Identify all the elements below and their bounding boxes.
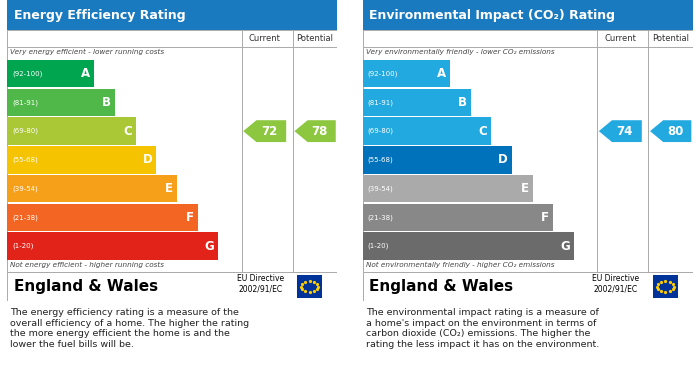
- Text: England & Wales: England & Wales: [13, 279, 158, 294]
- Text: EU Directive
2002/91/EC: EU Directive 2002/91/EC: [592, 274, 639, 294]
- Text: (39-54): (39-54): [368, 185, 393, 192]
- Text: Potential: Potential: [297, 34, 334, 43]
- Text: (92-100): (92-100): [368, 70, 398, 77]
- Text: Very environmentally friendly - lower CO₂ emissions: Very environmentally friendly - lower CO…: [366, 49, 554, 55]
- Bar: [7, 0, 337, 30]
- Text: E: E: [521, 182, 528, 195]
- Text: (81-91): (81-91): [368, 99, 393, 106]
- Bar: [7, 89, 115, 116]
- Bar: [7, 204, 197, 231]
- Bar: [298, 275, 322, 298]
- Text: (92-100): (92-100): [12, 70, 42, 77]
- Polygon shape: [650, 120, 692, 142]
- Bar: [7, 117, 136, 145]
- Bar: [653, 275, 678, 298]
- Text: Energy Efficiency Rating: Energy Efficiency Rating: [13, 9, 186, 22]
- Text: E: E: [165, 182, 173, 195]
- Text: (39-54): (39-54): [12, 185, 38, 192]
- Text: 80: 80: [667, 125, 683, 138]
- Text: (69-80): (69-80): [12, 128, 38, 135]
- Bar: [7, 232, 218, 260]
- Bar: [363, 232, 574, 260]
- Text: B: B: [102, 96, 111, 109]
- Bar: [363, 30, 693, 273]
- Bar: [7, 146, 156, 174]
- Bar: [363, 89, 470, 116]
- Text: 72: 72: [261, 125, 277, 138]
- Text: B: B: [458, 96, 467, 109]
- Text: Current: Current: [604, 34, 636, 43]
- Text: Current: Current: [248, 34, 281, 43]
- Text: A: A: [437, 67, 446, 80]
- Text: Not environmentally friendly - higher CO₂ emissions: Not environmentally friendly - higher CO…: [366, 262, 554, 268]
- Text: Not energy efficient - higher running costs: Not energy efficient - higher running co…: [10, 262, 164, 268]
- Text: Environmental Impact (CO₂) Rating: Environmental Impact (CO₂) Rating: [369, 9, 615, 22]
- Polygon shape: [295, 120, 336, 142]
- Bar: [363, 146, 512, 174]
- Text: D: D: [498, 153, 508, 166]
- Bar: [7, 60, 94, 88]
- Bar: [363, 117, 491, 145]
- Polygon shape: [243, 120, 286, 142]
- Text: (21-38): (21-38): [12, 214, 38, 221]
- Text: (1-20): (1-20): [12, 243, 34, 249]
- Text: (55-68): (55-68): [12, 157, 38, 163]
- Polygon shape: [598, 120, 642, 142]
- Text: D: D: [143, 153, 153, 166]
- Bar: [7, 175, 177, 203]
- Text: F: F: [186, 211, 194, 224]
- Text: 78: 78: [312, 125, 328, 138]
- Bar: [363, 60, 450, 88]
- Text: G: G: [560, 240, 570, 253]
- Bar: [363, 273, 693, 301]
- Text: A: A: [81, 67, 90, 80]
- Text: C: C: [123, 125, 132, 138]
- Text: (81-91): (81-91): [12, 99, 38, 106]
- Text: 74: 74: [617, 125, 633, 138]
- Bar: [7, 30, 337, 273]
- Text: Very energy efficient - lower running costs: Very energy efficient - lower running co…: [10, 49, 164, 55]
- Text: (69-80): (69-80): [368, 128, 393, 135]
- Bar: [363, 204, 553, 231]
- Text: EU Directive
2002/91/EC: EU Directive 2002/91/EC: [237, 274, 284, 294]
- Bar: [7, 273, 337, 301]
- Text: The environmental impact rating is a measure of
a home's impact on the environme: The environmental impact rating is a mea…: [366, 308, 599, 349]
- Text: (55-68): (55-68): [368, 157, 393, 163]
- Text: (21-38): (21-38): [368, 214, 393, 221]
- Text: The energy efficiency rating is a measure of the
overall efficiency of a home. T: The energy efficiency rating is a measur…: [10, 308, 249, 349]
- Text: (1-20): (1-20): [368, 243, 389, 249]
- Text: England & Wales: England & Wales: [369, 279, 513, 294]
- Bar: [363, 0, 693, 30]
- Text: G: G: [204, 240, 214, 253]
- Text: F: F: [541, 211, 550, 224]
- Text: C: C: [479, 125, 487, 138]
- Text: Potential: Potential: [652, 34, 690, 43]
- Bar: [363, 175, 533, 203]
